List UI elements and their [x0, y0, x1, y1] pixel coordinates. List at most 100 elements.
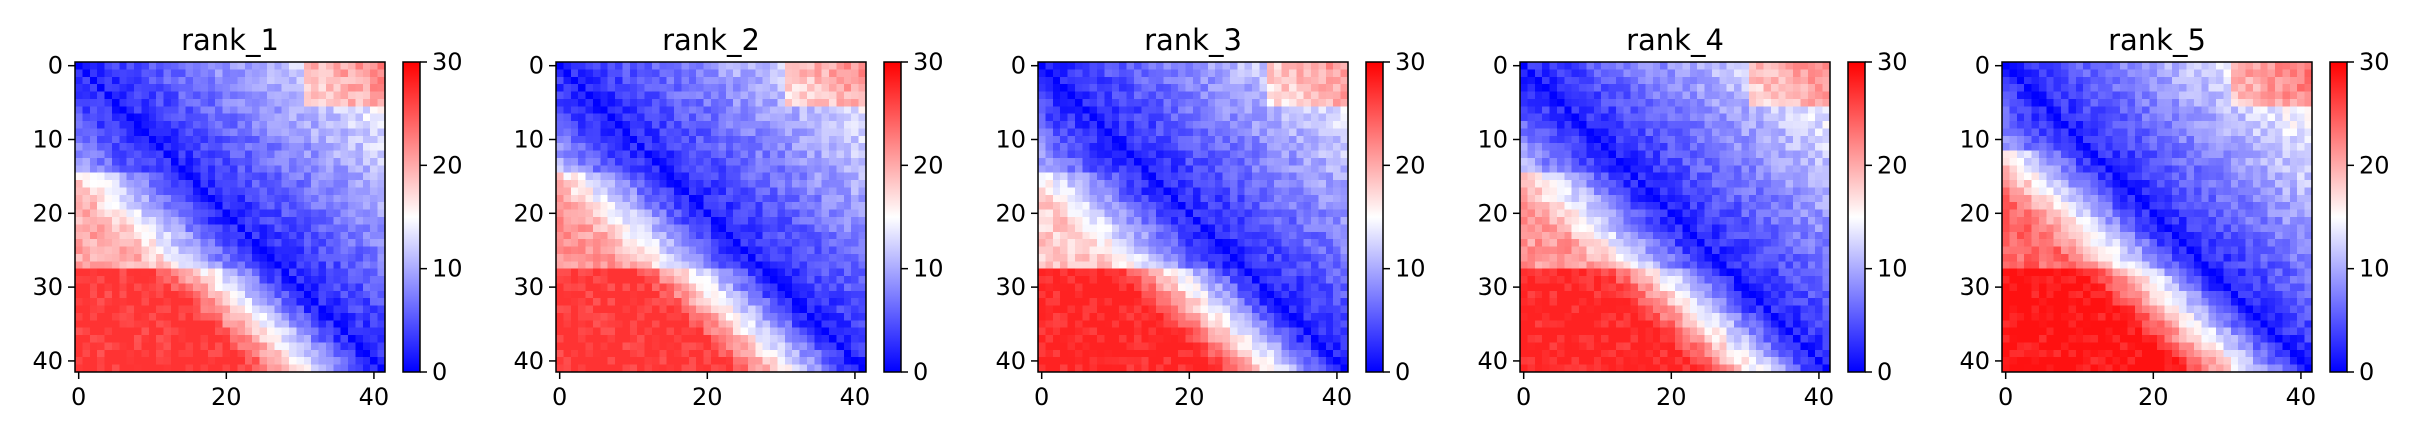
- heatmap-cell: [97, 224, 106, 233]
- heatmap-cell: [762, 135, 771, 144]
- heatmap-cell: [1318, 246, 1327, 255]
- heatmap-cell: [252, 180, 261, 189]
- heatmap-cell: [1185, 135, 1194, 144]
- heatmap-cell: [563, 113, 572, 122]
- heatmap-cell: [629, 224, 638, 233]
- heatmap-cell: [622, 165, 631, 174]
- heatmap-cell: [592, 172, 601, 181]
- heatmap-cell: [1281, 128, 1290, 137]
- heatmap-cell: [289, 246, 298, 255]
- heatmap-cell: [688, 349, 697, 358]
- heatmap-cell: [1340, 135, 1349, 144]
- heatmap-cell: [799, 298, 808, 307]
- heatmap-cell: [1178, 290, 1187, 299]
- heatmap-cell: [563, 239, 572, 248]
- heatmap-cell: [718, 69, 727, 78]
- heatmap-cell: [733, 224, 742, 233]
- heatmap-cell: [607, 165, 616, 174]
- heatmap-cell: [622, 69, 631, 78]
- heatmap-cell: [674, 106, 683, 115]
- heatmap-cell: [303, 143, 312, 152]
- heatmap-cell: [1141, 113, 1150, 122]
- heatmap-cell: [578, 143, 587, 152]
- heatmap-cell: [1185, 157, 1194, 166]
- heatmap-cell: [711, 349, 719, 358]
- heatmap-cell: [1156, 187, 1165, 196]
- heatmap-cell: [762, 157, 771, 166]
- heatmap-cell: [1333, 246, 1342, 255]
- heatmap-cell: [1222, 91, 1231, 100]
- heatmap-cell: [281, 194, 290, 203]
- colorbar-tick-label: 20: [432, 151, 463, 179]
- heatmap-cell: [244, 290, 253, 299]
- heatmap-cell: [1207, 276, 1216, 285]
- heatmap-cell: [762, 172, 771, 181]
- heatmap-cell: [75, 298, 83, 307]
- heatmap-cell: [207, 187, 216, 196]
- heatmap-cell: [651, 261, 660, 270]
- heatmap-cell: [362, 231, 371, 240]
- heatmap-cell: [629, 128, 638, 137]
- heatmap-cell: [740, 246, 749, 255]
- heatmap-cell: [1237, 150, 1246, 159]
- heatmap-cell: [111, 150, 120, 159]
- heatmap-cell: [1333, 187, 1342, 196]
- heatmap-cell: [1111, 165, 1120, 174]
- heatmap-cell: [1303, 76, 1312, 85]
- heatmap-cell: [688, 261, 697, 270]
- heatmap-cell: [1215, 135, 1224, 144]
- heatmap-cell: [311, 357, 320, 366]
- heatmap-cell: [1111, 76, 1120, 85]
- heatmap-cell: [230, 349, 238, 358]
- heatmap-cell: [814, 283, 823, 292]
- heatmap-cell: [1038, 113, 1046, 122]
- heatmap-cell: [600, 357, 609, 366]
- heatmap-cell: [688, 231, 697, 240]
- heatmap-cell: [792, 165, 801, 174]
- heatmap-cell: [97, 246, 106, 255]
- heatmap-cell: [1252, 231, 1261, 240]
- heatmap-cell: [1082, 217, 1091, 225]
- heatmap-cell: [806, 150, 815, 159]
- heatmap-cell: [244, 209, 253, 218]
- heatmap-cell: [629, 276, 638, 285]
- heatmap-cell: [333, 135, 342, 144]
- heatmap-cell: [259, 69, 268, 78]
- heatmap-cell: [1156, 165, 1165, 174]
- heatmap-cell: [163, 268, 172, 277]
- heatmap-cell: [1237, 121, 1246, 130]
- heatmap-cell: [1126, 276, 1135, 285]
- heatmap-cell: [755, 106, 764, 115]
- heatmap-cell: [1288, 84, 1297, 93]
- heatmap-cell: [230, 217, 238, 225]
- heatmap-cell: [659, 246, 668, 255]
- heatmap-cell: [851, 143, 860, 152]
- heatmap-cell: [259, 327, 268, 336]
- heatmap-cell: [651, 305, 660, 314]
- heatmap-cell: [659, 194, 668, 203]
- heatmap-cell: [1207, 150, 1216, 159]
- heatmap-cell: [193, 239, 202, 248]
- heatmap-cell: [777, 217, 786, 225]
- heatmap-cell: [303, 128, 312, 137]
- heatmap-cell: [703, 253, 712, 262]
- heatmap-cell: [318, 98, 327, 107]
- heatmap-cell: [281, 98, 290, 107]
- heatmap-cell: [1281, 180, 1290, 189]
- heatmap-cell: [1281, 135, 1290, 144]
- heatmap-cell: [1318, 276, 1327, 285]
- heatmap-cell: [622, 298, 631, 307]
- heatmap-cell: [303, 357, 312, 366]
- heatmap-cell: [266, 335, 275, 344]
- heatmap-cell: [651, 121, 660, 130]
- heatmap-cell: [688, 76, 697, 85]
- heatmap-cell: [725, 69, 734, 78]
- heatmap-cell: [681, 349, 690, 358]
- heatmap-cell: [1340, 298, 1349, 307]
- heatmap-cell: [1281, 76, 1290, 85]
- heatmap-cell: [747, 268, 756, 277]
- heatmap-cell: [1333, 268, 1342, 277]
- heatmap-cell: [563, 349, 572, 358]
- heatmap-cell: [799, 253, 808, 262]
- heatmap-cell: [355, 180, 364, 189]
